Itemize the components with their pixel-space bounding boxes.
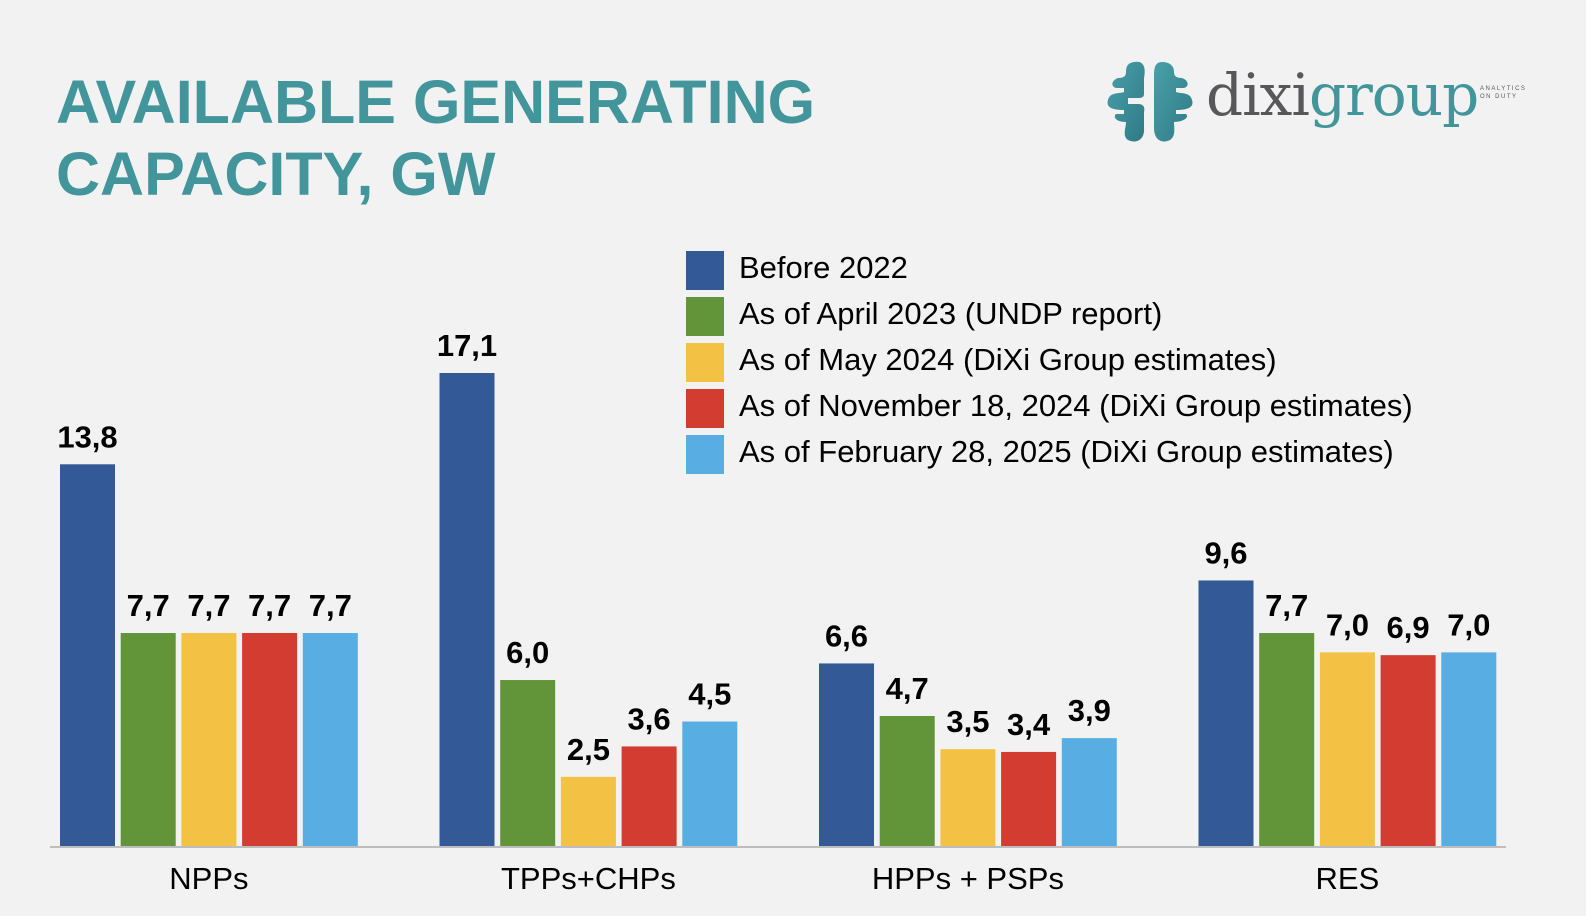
value-label: 3,4 bbox=[1007, 707, 1051, 742]
legend-label: As of April 2023 (UNDP report) bbox=[739, 296, 1163, 331]
value-label: 7,7 bbox=[1265, 588, 1308, 623]
category-label: HPPs + PSPs bbox=[872, 861, 1064, 896]
bar-0-2 bbox=[181, 633, 237, 846]
bar-2-1 bbox=[879, 715, 935, 846]
bar-2-2 bbox=[940, 749, 996, 846]
value-label: 7,7 bbox=[309, 588, 352, 623]
legend-swatch bbox=[686, 389, 724, 428]
value-labels-layer: 13,8 7,7 7,7 7,7 7,7 17,1 6,0 2,5 3,6 4,5 6,6 4,7 3,… bbox=[57, 328, 1490, 767]
bar-1-0 bbox=[439, 373, 495, 846]
value-label: 17,1 bbox=[437, 328, 497, 363]
value-label: 3,5 bbox=[946, 704, 989, 739]
dixigroup-logo: dixigroup ANALYTICS ON DUTY bbox=[1104, 58, 1534, 144]
value-label: 13,8 bbox=[57, 419, 117, 454]
bar-1-2 bbox=[560, 776, 616, 846]
legend-label: As of May 2024 (DiXi Group estimates) bbox=[739, 342, 1277, 377]
bar-2-3 bbox=[1001, 751, 1057, 846]
bar-0-0 bbox=[60, 464, 115, 846]
bar-3-2 bbox=[1319, 652, 1375, 846]
value-label: 6,9 bbox=[1387, 610, 1430, 645]
title-line-1: AVAILABLE GENERATING bbox=[56, 68, 816, 136]
value-label: 7,0 bbox=[1326, 607, 1369, 642]
legend-swatch bbox=[686, 297, 724, 336]
bar-0-4 bbox=[302, 633, 358, 846]
value-label: 6,6 bbox=[825, 618, 868, 653]
value-label: 2,5 bbox=[567, 732, 610, 767]
bars-layer bbox=[60, 373, 1497, 846]
value-label: 6,0 bbox=[506, 635, 549, 670]
category-label: NPPs bbox=[169, 861, 248, 896]
bar-3-3 bbox=[1380, 655, 1436, 846]
bar-1-3 bbox=[621, 746, 677, 846]
value-label: 9,6 bbox=[1204, 535, 1247, 570]
bar-2-0 bbox=[819, 663, 874, 846]
dixigroup-brain-icon bbox=[1107, 61, 1193, 142]
page-title: AVAILABLE GENERATING CAPACITY, GW bbox=[56, 66, 815, 210]
legend-swatch bbox=[686, 435, 724, 474]
value-label: 3,6 bbox=[628, 701, 671, 736]
bar-3-0 bbox=[1198, 580, 1254, 846]
title-line-2: CAPACITY, GW bbox=[56, 140, 496, 208]
legend-swatch bbox=[686, 343, 724, 382]
category-label: RES bbox=[1316, 861, 1380, 896]
value-label: 7,0 bbox=[1447, 607, 1490, 642]
bar-3-1 bbox=[1259, 633, 1315, 846]
value-label: 3,9 bbox=[1068, 693, 1111, 728]
bar-1-1 bbox=[500, 680, 556, 846]
value-label: 7,7 bbox=[248, 588, 291, 623]
legend-label: As of February 28, 2025 (DiXi Group esti… bbox=[739, 434, 1394, 469]
logo-wordmark: dixigroup bbox=[1206, 61, 1479, 129]
value-label: 4,5 bbox=[688, 677, 731, 712]
value-label: 7,7 bbox=[187, 588, 230, 623]
bar-2-4 bbox=[1061, 738, 1117, 846]
value-label: 4,7 bbox=[886, 671, 929, 706]
legend-swatch bbox=[686, 251, 724, 290]
legend-label: Before 2022 bbox=[739, 250, 908, 285]
bar-3-4 bbox=[1441, 652, 1497, 846]
category-labels-layer: NPPs TPPs+CHPs HPPs + PSPs RES bbox=[169, 861, 1379, 896]
logo-tagline: ANALYTICS ON DUTY bbox=[1480, 86, 1527, 100]
legend-label: As of November 18, 2024 (DiXi Group esti… bbox=[739, 388, 1413, 423]
bar-0-3 bbox=[242, 633, 298, 846]
category-label: TPPs+CHPs bbox=[501, 861, 676, 896]
value-label: 7,7 bbox=[127, 588, 170, 623]
bar-0-1 bbox=[120, 633, 176, 846]
bar-1-4 bbox=[682, 721, 738, 846]
